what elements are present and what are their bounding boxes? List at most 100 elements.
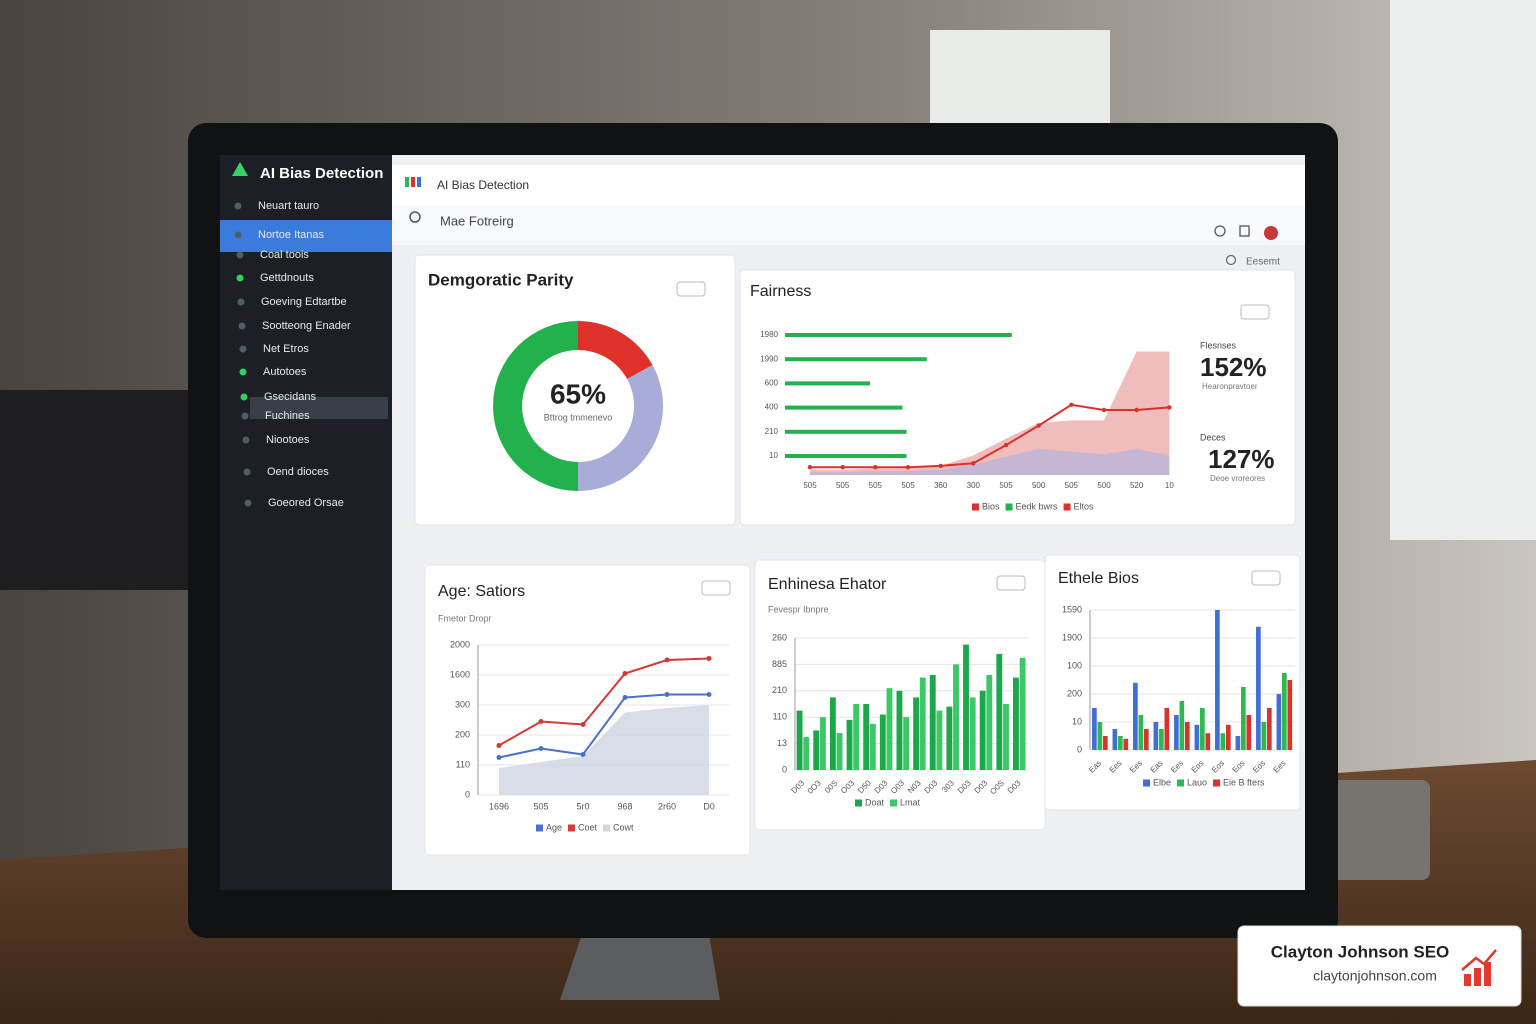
bar (846, 719, 853, 770)
sidebar-icon (238, 322, 246, 330)
filter-label[interactable]: Eesemt (1246, 257, 1280, 268)
bar (986, 674, 993, 770)
bar (785, 381, 871, 386)
panel-menu[interactable] (1240, 304, 1270, 320)
sidebar-item[interactable]: Net Etros (263, 343, 309, 355)
sidebar-active (220, 220, 392, 252)
stat-sublabel: Deoe vroreores (1210, 474, 1265, 483)
sidebar-item[interactable]: Sootteong Enader (262, 320, 351, 332)
y-tick-label: 260 (772, 632, 787, 642)
sidebar-item[interactable]: Gsecidans (264, 391, 316, 403)
line-point (807, 465, 813, 470)
badge-name: Clayton Johnson SEO (1271, 942, 1450, 961)
bar (1194, 724, 1200, 750)
bar (1215, 610, 1220, 750)
y-tick-label: 885 (772, 659, 787, 669)
line-point (538, 746, 544, 751)
sidebar-item[interactable]: Oend dioces (267, 466, 329, 478)
line-point (1134, 407, 1139, 413)
bar (819, 717, 826, 770)
legend-label: Coet (578, 822, 598, 832)
sidebar-item[interactable]: Goeving Edtartbe (261, 296, 347, 308)
header-button[interactable] (1239, 225, 1250, 237)
sidebar-icon (237, 298, 245, 306)
bar (785, 429, 907, 434)
sidebar-item[interactable]: Coal toois (260, 249, 309, 261)
line-series (498, 693, 709, 759)
bar (785, 454, 907, 458)
bar (1184, 722, 1190, 750)
legend-label: Eltos (1074, 501, 1095, 511)
line-series (498, 657, 710, 747)
bar (785, 405, 903, 410)
line-point (580, 752, 586, 757)
bar (829, 697, 836, 770)
x-tick-label: 500 (1097, 481, 1111, 490)
panel-menu[interactable] (676, 281, 706, 297)
line-point (1167, 405, 1172, 410)
sidebar-item[interactable]: Goeored Orsae (268, 497, 344, 509)
x-tick-label: 505 (803, 481, 817, 490)
y-tick-label: 210 (765, 427, 779, 436)
x-tick-label: 505 (869, 481, 883, 490)
bar (1235, 736, 1241, 750)
bar (1205, 733, 1211, 750)
y-tick-label: 13 (777, 738, 787, 748)
sidebar-item[interactable]: Neuart tauro (258, 200, 319, 212)
donut-center-label: Bttrog tmmenevo (544, 412, 613, 422)
chart-title: Demgoratic Parity (428, 270, 574, 289)
area-series (810, 351, 1170, 475)
panel-menu[interactable] (996, 575, 1026, 591)
bar (863, 704, 870, 770)
y-tick-label: 300 (455, 699, 470, 709)
bar (953, 664, 959, 770)
bar (1097, 722, 1103, 750)
panel-menu[interactable] (701, 580, 731, 596)
y-tick-label: 110 (456, 759, 470, 769)
sidebar-icon (239, 368, 247, 376)
sidebar-item[interactable]: Autotoes (263, 366, 307, 378)
bar (1159, 729, 1164, 750)
x-tick-label: 505 (1065, 481, 1079, 490)
bar (1102, 736, 1108, 750)
x-tick-label: D0 (703, 801, 715, 811)
filter-icon (1225, 254, 1237, 266)
sidebar-icon (239, 345, 247, 353)
header-icon (417, 177, 421, 187)
chart-title: Fairness (750, 283, 811, 300)
y-tick-label: 1990 (760, 354, 778, 363)
bar (1179, 701, 1185, 750)
y-tick-label: 200 (1067, 688, 1082, 698)
header-title: AI Bias Detection (437, 178, 529, 192)
sidebar-item[interactable]: Gettdnouts (260, 272, 314, 284)
bar (1246, 715, 1252, 750)
panel-menu[interactable] (1251, 570, 1281, 586)
bar (1256, 626, 1261, 750)
bar (946, 706, 953, 770)
line-point (664, 692, 670, 697)
search-bar (392, 205, 1305, 245)
y-tick-label: 400 (765, 403, 779, 412)
sidebar-item[interactable]: Nortoe Itanas (258, 229, 325, 241)
sidebar-icon (236, 251, 244, 259)
x-tick-label: 505 (901, 481, 915, 490)
search-input[interactable]: Mae Fotreirg (440, 213, 514, 228)
chart-title: Ethele Bios (1058, 570, 1139, 587)
stat-value: 127% (1208, 444, 1275, 474)
legend-label: Doat (865, 797, 885, 807)
y-tick-label: 10 (769, 451, 778, 460)
bar (1164, 708, 1170, 750)
x-tick-label: 10 (1165, 481, 1174, 490)
avatar[interactable] (1264, 226, 1278, 240)
sidebar-item[interactable]: Fuchines (265, 410, 310, 422)
legend-swatch (1005, 503, 1013, 511)
sidebar-item[interactable]: Niootoes (266, 434, 310, 446)
line-point (664, 657, 670, 663)
bar (979, 690, 986, 770)
header-button[interactable] (1214, 225, 1226, 237)
y-tick-label: 1900 (1062, 632, 1082, 642)
sidebar (220, 155, 392, 890)
line-point (706, 656, 712, 661)
bar (1133, 682, 1138, 750)
bar (1200, 708, 1205, 750)
